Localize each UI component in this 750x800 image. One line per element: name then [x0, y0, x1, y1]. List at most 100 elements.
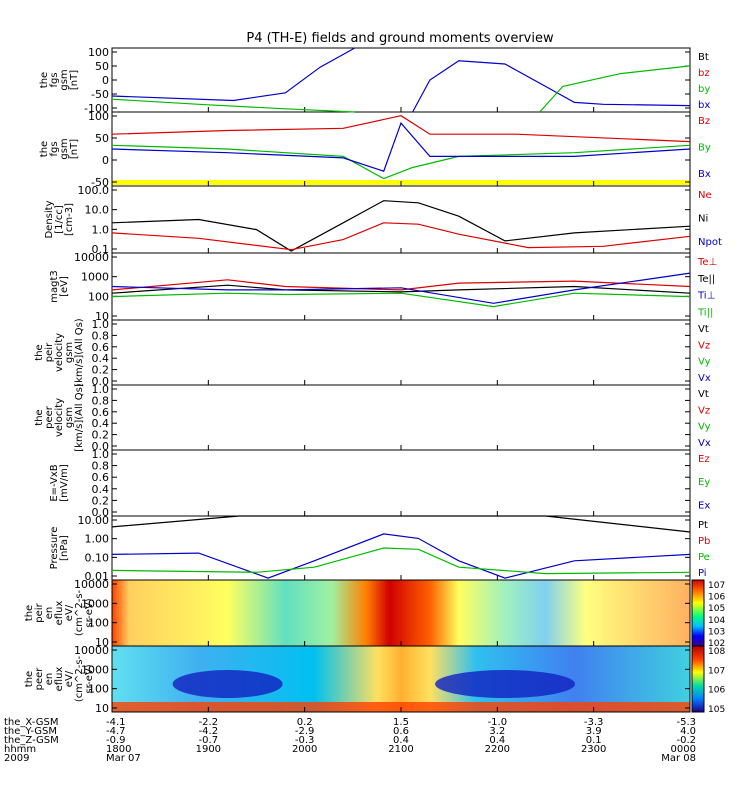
- Pt-line: [111, 515, 691, 533]
- legend-entry: Bz: [698, 116, 710, 127]
- y-tick-label: 0.8: [92, 329, 110, 342]
- y-tick-label: 10.0: [85, 204, 110, 217]
- panel-peer_vel: 1.00.80.60.40.20.0 the peer velocity gsm [km/…: [34, 383, 711, 453]
- bx-line: [412, 60, 691, 113]
- colorbar-label: 102: [708, 639, 725, 649]
- spectrogram-blob: [172, 670, 283, 698]
- y-tick-label: 100: [88, 46, 109, 59]
- y-tick-label: 10000: [74, 644, 109, 657]
- y-tick-label: 1.0: [92, 223, 110, 236]
- legend-entry: Bt: [698, 52, 709, 63]
- footer-value: -2.2: [199, 717, 219, 728]
- legend-entry: Te⊥: [697, 257, 717, 268]
- y-tick-label: -100: [84, 102, 109, 115]
- y-axis-label: E=-VxB: [49, 464, 60, 501]
- colorbar-label: 105: [708, 604, 725, 614]
- colorbar: [691, 645, 705, 713]
- y-axis-label: gsm: [64, 342, 75, 363]
- footer-row-label: the_Z-GSM: [4, 735, 59, 746]
- By-line: [111, 144, 691, 180]
- legend-entry: bx: [698, 100, 710, 111]
- footer-value: -0.3: [295, 735, 315, 746]
- panel-peir_vel: 1.00.80.60.40.20.0 the peir velocity gsm [km/…: [34, 318, 711, 388]
- legend-entry: Ey: [698, 477, 710, 488]
- y-tick-label: 0.8: [92, 394, 110, 407]
- y-tick-label: 0.4: [92, 483, 110, 496]
- panel-density: 100.0 10.0 1.0 0.1 Density [1/cc] [cm-3] Ne Ni Np…: [44, 184, 722, 256]
- y-tick-label: 0.2: [92, 429, 110, 442]
- legend-entry: Ti⊥: [697, 291, 715, 302]
- legend-entry: Pb: [698, 536, 710, 547]
- footer-value: 2000: [292, 744, 317, 755]
- legend-entry: Vy: [698, 422, 711, 433]
- legend-entry: Vt: [698, 324, 709, 335]
- y-tick-label: 10000: [74, 251, 109, 264]
- y-tick-label: 50: [95, 132, 109, 145]
- y-tick-label: 100: [88, 683, 109, 696]
- y-axis-label: eflux: [54, 667, 65, 692]
- panel-pressure: 10.00 1.00 0.10 0.01 Pressure [nPa] Pt Pb Pe Pi: [49, 514, 710, 583]
- legend-entry: Npot: [698, 237, 722, 248]
- footer-value: 0.4: [393, 735, 409, 746]
- y-tick-label: 1000: [81, 597, 109, 610]
- footer-value: -1.0: [488, 717, 508, 728]
- y-axis-label: [km/s](All Qs): [74, 383, 85, 451]
- Te-par-line: [111, 284, 691, 294]
- y-axis-label: Density: [44, 200, 55, 238]
- colorbar-label: 106: [708, 686, 725, 696]
- Ti-perp-line: [111, 272, 691, 304]
- y-axis-label: sr-eV): [84, 664, 95, 693]
- footer-value: 0.6: [393, 726, 409, 737]
- y-tick-label: 0.0: [92, 375, 110, 388]
- y-axis-label: gsm: [59, 138, 70, 159]
- y-tick-label: 0: [102, 154, 109, 167]
- colorbar-label: 107: [708, 666, 725, 676]
- footer-row-label: the_X-GSM: [4, 717, 58, 728]
- y-tick-label: 10000: [74, 578, 109, 591]
- y-axis-label: [1/cc]: [54, 205, 65, 234]
- y-axis-label: the: [34, 344, 45, 360]
- y-tick-label: 0.2: [92, 364, 110, 377]
- colorbar-label: 105: [708, 705, 725, 715]
- Ti-par-line: [111, 292, 691, 308]
- footer-value: 2300: [581, 744, 606, 755]
- panel-frame: [111, 515, 691, 581]
- footer-value: 1.5: [393, 717, 409, 728]
- y-tick-label: 1.00: [85, 533, 110, 546]
- y-axis-label: [mV/m]: [59, 464, 70, 502]
- Te-perp-line: [111, 279, 691, 291]
- legend-entry: Te||: [697, 274, 715, 285]
- legend-entry: Ti||: [697, 308, 713, 319]
- colorbar-label: 103: [708, 627, 725, 637]
- footer-value: -3.3: [584, 717, 604, 728]
- y-axis-label: fgs: [49, 72, 60, 87]
- footer-value: Mar 07: [106, 753, 141, 764]
- y-axis-label: the: [24, 605, 35, 621]
- y-axis-label: peer: [34, 667, 45, 691]
- Pi-line: [111, 533, 691, 579]
- footer-value: 3.2: [489, 726, 505, 737]
- y-axis-label: (cm^2-s-: [74, 589, 85, 636]
- y-tick-label: 0.0: [92, 506, 110, 519]
- y-tick-label: 1000: [81, 271, 109, 284]
- y-tick-label: 100: [88, 110, 109, 123]
- y-tick-label: 0.01: [85, 570, 110, 583]
- footer-value: 1800: [106, 744, 131, 755]
- legend-entry: Pi: [698, 568, 707, 579]
- y-axis-label: magt3: [49, 270, 60, 303]
- panel-frame: [111, 252, 691, 321]
- footer-value: 0.1: [586, 735, 602, 746]
- legend-entry: Pt: [698, 520, 708, 531]
- y-tick-label: 0.2: [92, 494, 110, 507]
- legend-entry: bz: [698, 68, 710, 79]
- y-tick-label: 10.00: [78, 514, 110, 527]
- y-tick-label: 1.0: [92, 383, 110, 396]
- footer-value: 1900: [196, 744, 221, 755]
- y-axis-label: [eV]: [59, 276, 70, 297]
- legend-entry: By: [698, 142, 711, 153]
- y-axis-label: velocity: [54, 398, 65, 437]
- panel-peer_spec: 10000 1000 100 10 the peer en eflux eV/(cm^2-s-s…: [24, 644, 691, 715]
- y-tick-label: 100: [88, 290, 109, 303]
- footer-value: -0.7: [199, 735, 219, 746]
- y-tick-label: 1000: [81, 663, 109, 676]
